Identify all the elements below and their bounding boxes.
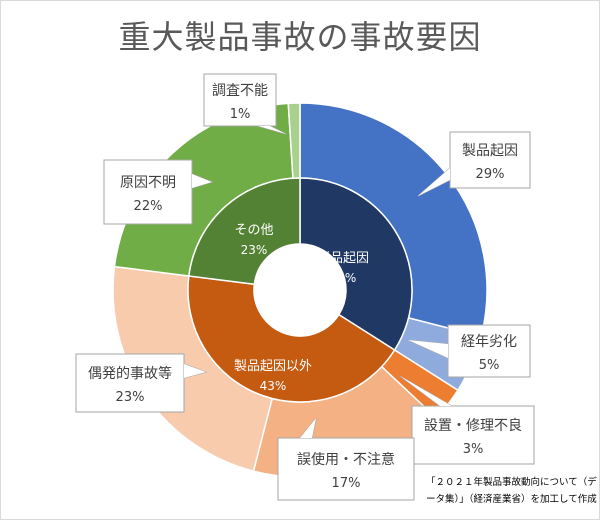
outer-label-0: 製品起因 [462, 143, 518, 159]
callout-box-5 [103, 159, 193, 225]
callout-pointer-fill-5 [192, 174, 212, 188]
inner-value-0: 34% [330, 271, 357, 285]
inner-value-1: 43% [260, 379, 287, 393]
outer-value-3: 17% [332, 476, 361, 491]
outer-value-2: 3% [463, 442, 484, 457]
outer-label-4: 偶発的事故等 [88, 365, 172, 382]
outer-label-1: 経年劣化 [461, 334, 517, 350]
callout-box-1 [447, 324, 531, 378]
inner-label-0: 製品起因 [317, 251, 369, 266]
inner-label-1: 製品起因以外 [234, 359, 312, 374]
outer-value-5: 22% [134, 199, 163, 214]
outer-label-2: 設置・修理不良 [424, 418, 522, 434]
outer-value-0: 29% [476, 167, 505, 182]
chart-title: 重大製品事故の事故要因 [118, 18, 482, 56]
callout-box-0 [449, 131, 531, 189]
callout-box-4 [75, 353, 185, 413]
outer-label-5: 原因不明 [120, 175, 176, 191]
outer-label-6: 調査不能 [212, 83, 268, 99]
inner-value-2: 23% [241, 243, 268, 257]
callout-box-6 [203, 73, 277, 127]
outer-value-4: 23% [116, 390, 145, 405]
callout-box-2 [411, 405, 535, 465]
inner-slice-0 [299, 177, 413, 352]
outer-label-3: 誤使用・不注意 [297, 451, 395, 468]
callout-pointer-fill-6 [258, 126, 286, 134]
source-note: 「２０２１年製品事故動向について（データ集）」（経済産業省）を加工して作成 [426, 477, 597, 505]
inner-slice-1 [187, 275, 396, 403]
callout-pointer-fill-0 [418, 168, 450, 196]
outer-value-1: 5% [479, 358, 500, 373]
callout-pointer-fill-1 [408, 340, 448, 358]
inner-label-2: その他 [234, 223, 273, 238]
inner-slice-2 [188, 177, 301, 286]
callout-pointer-fill-2 [400, 376, 452, 406]
callout-pointer-fill-4 [184, 364, 206, 378]
callout-box-3 [277, 437, 415, 501]
callout-pointer-fill-3 [300, 418, 316, 438]
outer-value-6: 1% [230, 107, 251, 122]
